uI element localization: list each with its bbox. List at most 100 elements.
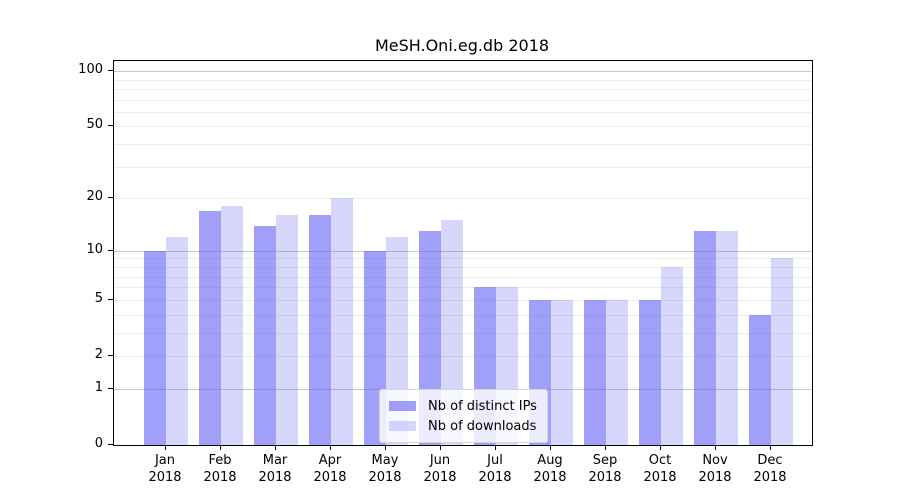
y-gridline-minor-80 (114, 88, 812, 90)
y-tick-label-20: 20 (86, 189, 103, 205)
x-tick-label-jan: Jan 2018 (135, 452, 195, 486)
legend: Nb of distinct IPs Nb of downloads (379, 389, 548, 443)
y-gridline-minor-9 (114, 258, 812, 260)
x-tick-month-aug: Aug (537, 453, 563, 468)
y-tick-label-100: 100 (78, 62, 103, 78)
y-gridline-minor-4 (114, 314, 812, 316)
bar-downloads-jan (166, 237, 188, 445)
bar-downloads-nov (716, 231, 738, 445)
x-tick-jul (495, 445, 496, 450)
bar-downloads-apr (331, 198, 353, 445)
x-tick-month-oct: Oct (648, 453, 672, 468)
y-gridline-minor-20 (114, 198, 812, 200)
x-tick-label-jul: Jul 2018 (465, 452, 525, 486)
x-tick-month-may: May (371, 453, 399, 468)
downloads-swatch-icon (389, 421, 416, 431)
x-tick-mar (275, 445, 276, 450)
y-gridline-minor-30 (114, 166, 812, 168)
x-tick-year-aug: 2018 (533, 470, 567, 485)
x-tick-month-nov: Nov (702, 453, 728, 468)
x-tick-label-dec: Dec 2018 (740, 452, 800, 486)
x-tick-label-nov: Nov 2018 (685, 452, 745, 486)
x-tick-year-sep: 2018 (588, 470, 622, 485)
bar-downloads-jun (441, 220, 463, 445)
bar-downloads-feb (221, 206, 243, 445)
x-tick-label-feb: Feb 2018 (190, 452, 250, 486)
y-gridline-minor-3 (114, 332, 812, 334)
x-tick-oct (660, 445, 661, 450)
chart-title: MeSH.Oni.eg.db 2018 (374, 36, 550, 55)
y-gridline-minor-60 (114, 111, 812, 113)
y-gridline-minor-50 (114, 126, 812, 128)
bar-distinct-ips-sep (584, 299, 606, 445)
bar-distinct-ips-apr (309, 215, 331, 445)
x-tick-label-may: May 2018 (355, 452, 415, 486)
x-tick-month-jul: Jul (487, 453, 503, 468)
x-tick-feb (220, 445, 221, 450)
x-tick-year-feb: 2018 (203, 470, 237, 485)
bar-distinct-ips-oct (639, 299, 661, 445)
y-tick-label-0: 0 (94, 436, 103, 451)
y-tick-label-50: 50 (86, 117, 103, 133)
legend-item-distinct-ips: Nb of distinct IPs (389, 396, 537, 416)
y-gridline-minor-90 (114, 79, 812, 81)
y-gridline-minor-2 (114, 355, 812, 357)
bar-distinct-ips-jan (144, 250, 166, 445)
x-tick-jan (165, 445, 166, 450)
x-tick-month-mar: Mar (262, 453, 288, 468)
y-tick-1 (108, 387, 113, 389)
legend-item-downloads: Nb of downloads (389, 416, 537, 436)
x-tick-month-sep: Sep (592, 453, 618, 468)
x-tick-year-jun: 2018 (423, 470, 457, 485)
x-tick-year-may: 2018 (368, 470, 402, 485)
bar-downloads-oct (661, 267, 683, 445)
x-tick-label-apr: Apr 2018 (300, 452, 360, 486)
distinct-ips-swatch-icon (389, 401, 416, 411)
x-tick-label-oct: Oct 2018 (630, 452, 690, 486)
y-gridline-minor-70 (114, 99, 812, 101)
x-tick-year-jul: 2018 (478, 470, 512, 485)
bar-downloads-sep (606, 299, 628, 445)
bar-distinct-ips-mar (254, 225, 276, 445)
y-tick-50 (108, 125, 113, 127)
x-tick-dec (770, 445, 771, 450)
x-tick-aug (550, 445, 551, 450)
x-tick-year-jan: 2018 (148, 470, 182, 485)
y-tick-100 (108, 70, 113, 72)
x-tick-apr (330, 445, 331, 450)
x-tick-may (385, 445, 386, 450)
y-tick-label-5: 5 (94, 290, 103, 306)
plot-area: Nb of distinct IPs Nb of downloads (113, 60, 813, 446)
x-tick-year-oct: 2018 (643, 470, 677, 485)
y-gridline-minor-8 (114, 266, 812, 268)
y-tick-10 (108, 249, 113, 251)
bar-downloads-dec (771, 258, 793, 445)
bar-downloads-aug (551, 299, 573, 445)
y-tick-5 (108, 298, 113, 300)
bar-downloads-mar (276, 215, 298, 445)
x-tick-label-jun: Jun 2018 (410, 452, 470, 486)
bar-distinct-ips-feb (199, 210, 221, 445)
x-tick-sep (605, 445, 606, 450)
legend-label-downloads: Nb of downloads (428, 418, 537, 434)
x-tick-label-sep: Sep 2018 (575, 452, 635, 486)
y-tick-label-10: 10 (86, 241, 103, 257)
y-tick-20 (108, 197, 113, 199)
x-tick-month-jun: Jun (429, 453, 451, 468)
x-tick-month-dec: Dec (757, 453, 783, 468)
y-tick-2 (108, 354, 113, 356)
x-tick-year-dec: 2018 (753, 470, 787, 485)
x-tick-jun (440, 445, 441, 450)
x-tick-nov (715, 445, 716, 450)
x-tick-month-feb: Feb (208, 453, 232, 468)
y-gridline-major-10 (114, 250, 812, 252)
y-gridline-minor-7 (114, 276, 812, 278)
y-gridline-minor-40 (114, 144, 812, 146)
y-tick-label-2: 2 (94, 346, 103, 362)
y-tick-label-1: 1 (94, 379, 103, 395)
x-tick-month-jan: Jan (154, 453, 176, 468)
y-gridline-minor-6 (114, 287, 812, 289)
bar-distinct-ips-dec (749, 314, 771, 445)
x-tick-label-aug: Aug 2018 (520, 452, 580, 486)
